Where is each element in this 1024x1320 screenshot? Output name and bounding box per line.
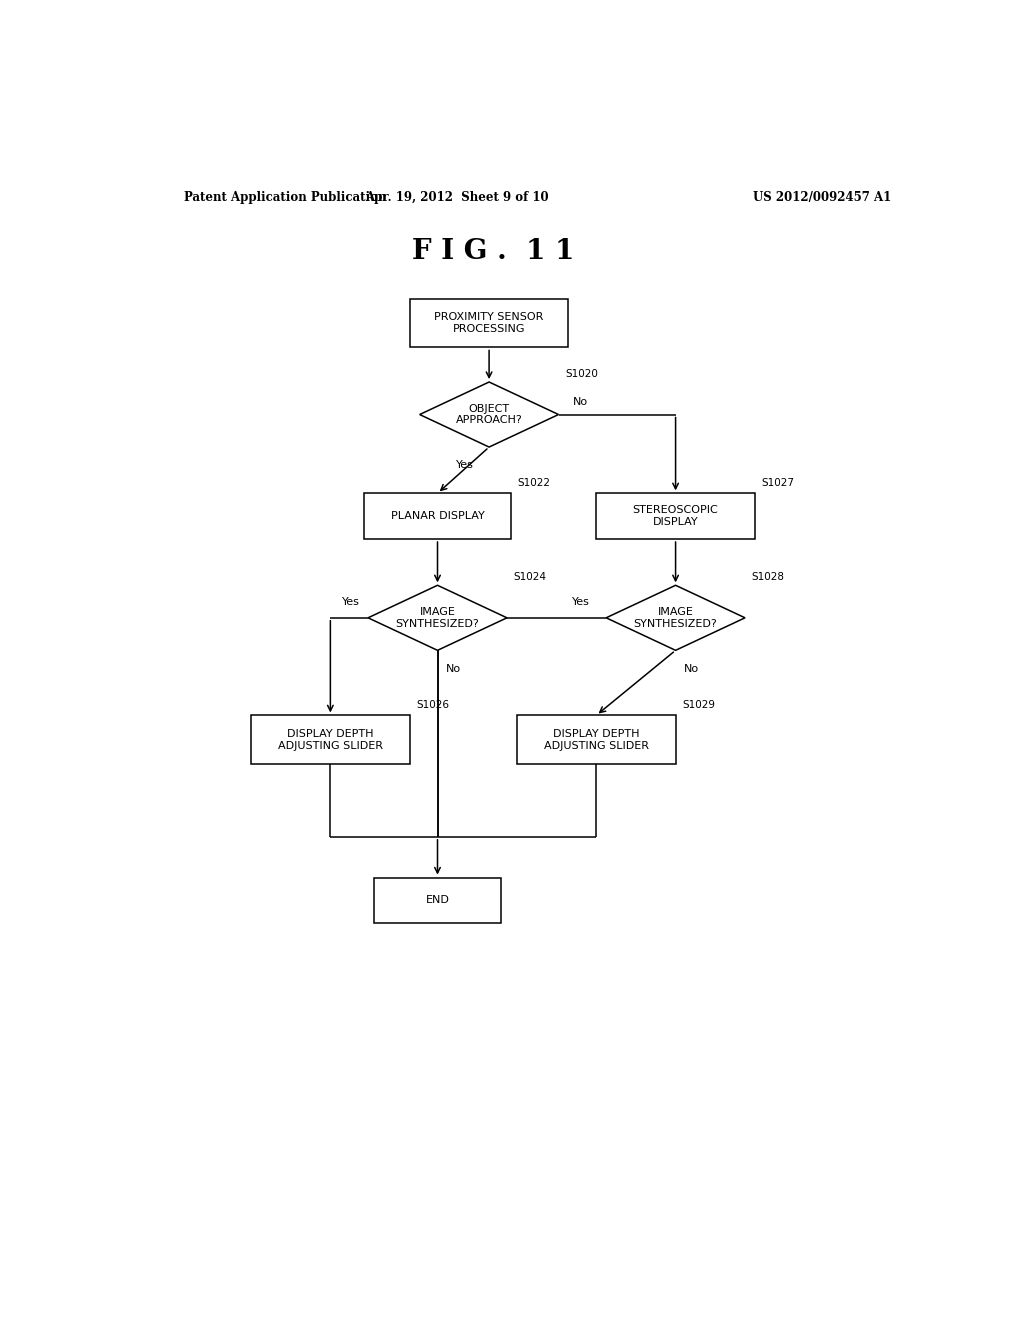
Text: Yes: Yes: [457, 461, 474, 470]
Text: END: END: [426, 895, 450, 906]
Text: S1027: S1027: [761, 478, 795, 488]
Polygon shape: [368, 585, 507, 651]
Text: DISPLAY DEPTH
ADJUSTING SLIDER: DISPLAY DEPTH ADJUSTING SLIDER: [544, 729, 649, 751]
Text: S1026: S1026: [416, 701, 450, 710]
Text: S1020: S1020: [565, 370, 598, 379]
Text: IMAGE
SYNTHESIZED?: IMAGE SYNTHESIZED?: [634, 607, 718, 628]
Text: US 2012/0092457 A1: US 2012/0092457 A1: [754, 190, 892, 203]
Text: STEREOSCOPIC
DISPLAY: STEREOSCOPIC DISPLAY: [633, 506, 719, 527]
Bar: [410, 298, 568, 347]
Text: S1022: S1022: [517, 478, 550, 488]
Polygon shape: [606, 585, 745, 651]
Text: Patent Application Publication: Patent Application Publication: [183, 190, 386, 203]
Text: DISPLAY DEPTH
ADJUSTING SLIDER: DISPLAY DEPTH ADJUSTING SLIDER: [278, 729, 383, 751]
Polygon shape: [420, 381, 558, 447]
Text: S1029: S1029: [682, 701, 715, 710]
Text: Yes: Yes: [342, 597, 360, 607]
Text: Yes: Yes: [572, 597, 590, 607]
Text: OBJECT
APPROACH?: OBJECT APPROACH?: [456, 404, 522, 425]
Bar: [596, 494, 755, 539]
Bar: [517, 715, 676, 764]
Text: S1028: S1028: [752, 573, 784, 582]
Text: No: No: [445, 664, 461, 673]
Text: No: No: [684, 664, 698, 673]
Text: No: No: [572, 397, 588, 408]
Text: PROXIMITY SENSOR
PROCESSING: PROXIMITY SENSOR PROCESSING: [434, 313, 544, 334]
Text: PLANAR DISPLAY: PLANAR DISPLAY: [390, 511, 484, 521]
Bar: [251, 715, 410, 764]
Bar: [365, 494, 511, 539]
Text: F I G .  1 1: F I G . 1 1: [412, 239, 574, 265]
Text: Apr. 19, 2012  Sheet 9 of 10: Apr. 19, 2012 Sheet 9 of 10: [366, 190, 549, 203]
Text: S1024: S1024: [513, 573, 546, 582]
Text: IMAGE
SYNTHESIZED?: IMAGE SYNTHESIZED?: [395, 607, 479, 628]
Bar: [374, 878, 501, 923]
